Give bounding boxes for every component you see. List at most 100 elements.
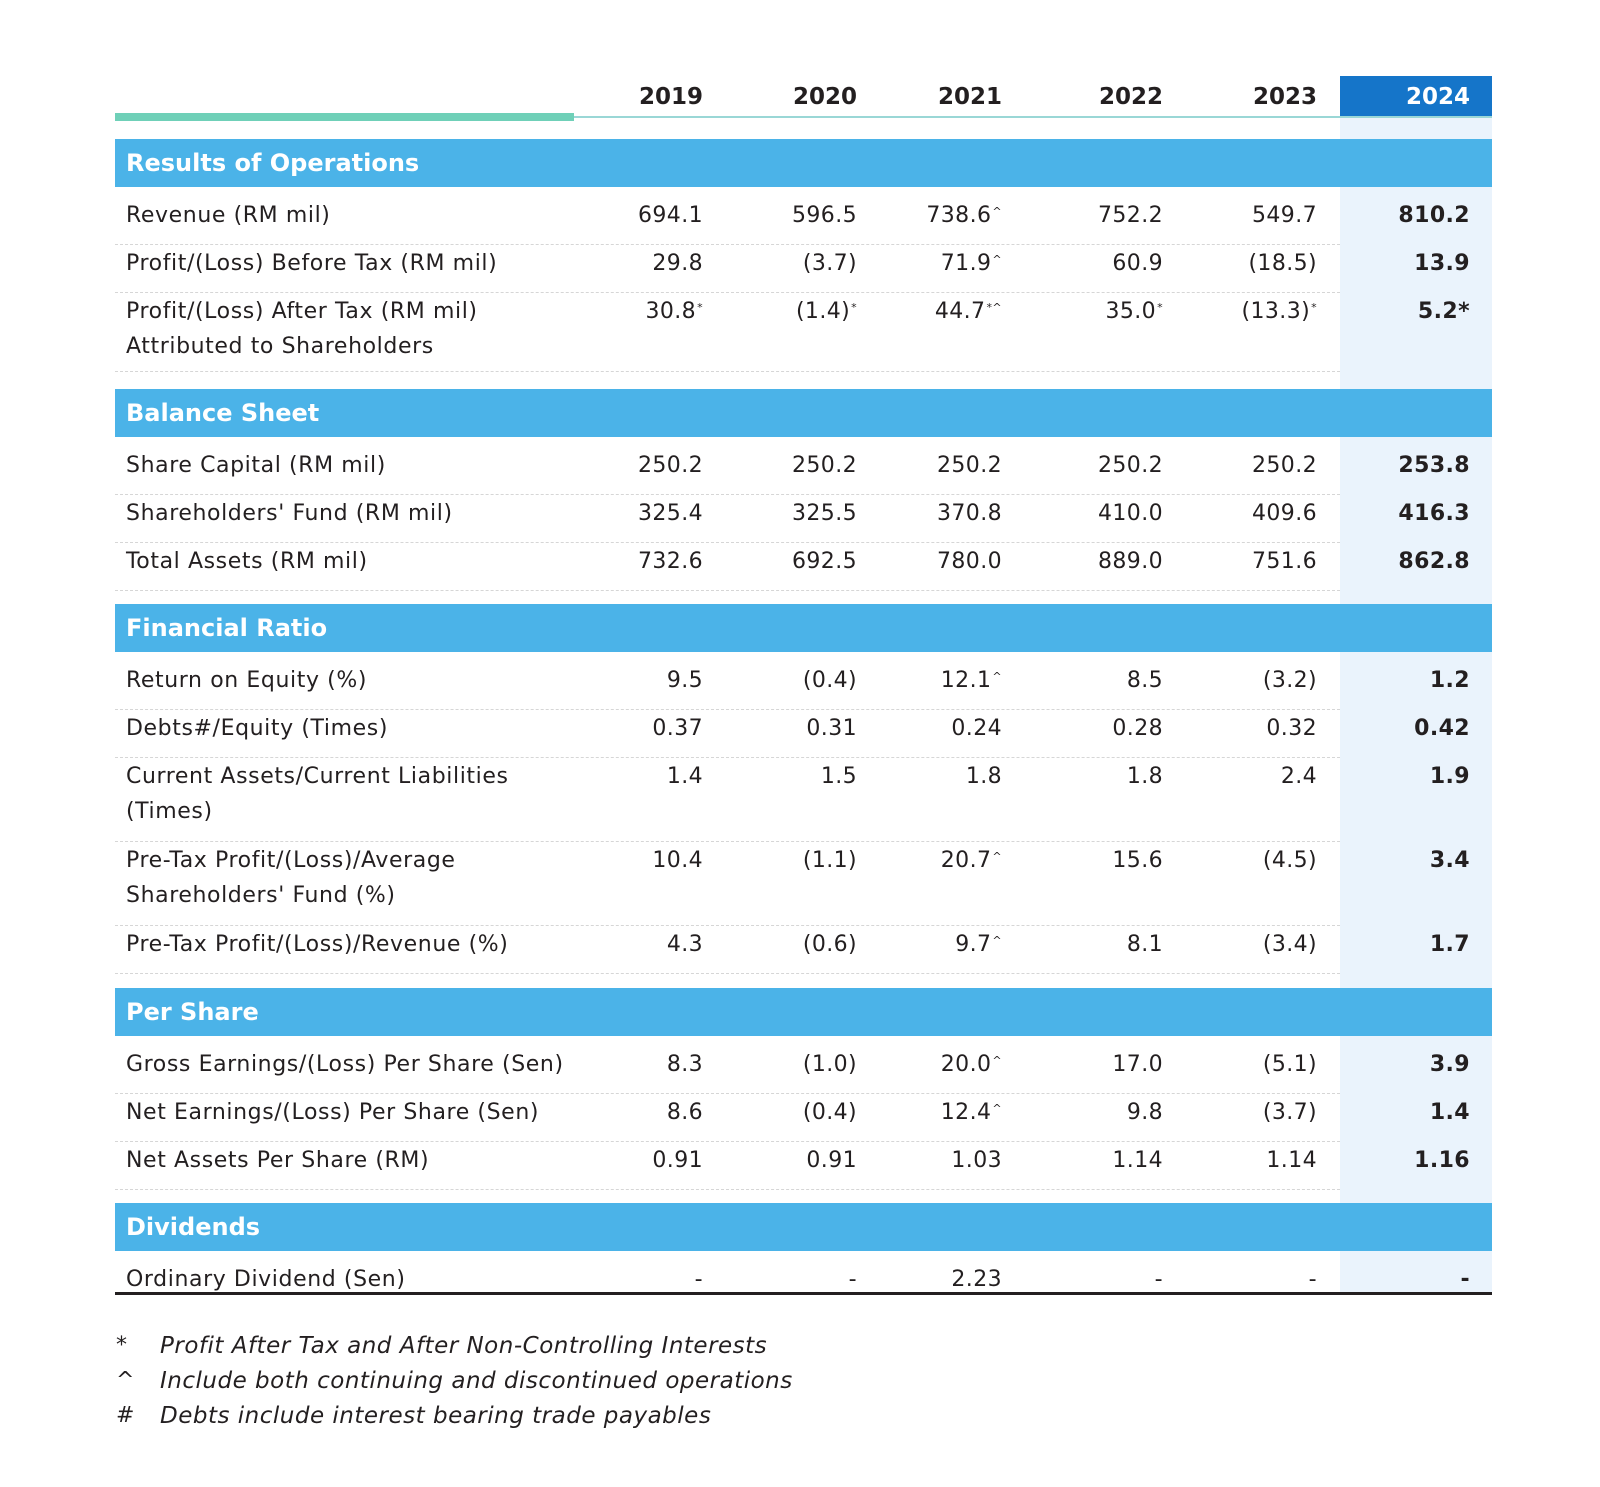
row-divider xyxy=(115,841,1340,842)
cell-number: 1.4 xyxy=(1429,1100,1470,1125)
footnote-symbol: * xyxy=(116,1333,127,1358)
cell-number: (1.0) xyxy=(802,1052,857,1077)
cell-number: 9.7 xyxy=(955,932,992,957)
cell-number: (13.3) xyxy=(1241,299,1311,324)
cell-number: 1.14 xyxy=(1112,1148,1163,1173)
cell-number: 596.5 xyxy=(792,203,857,228)
cell-number: 1.7 xyxy=(1429,932,1470,957)
row-divider xyxy=(115,244,1340,245)
cell-value: 1.03 xyxy=(872,1143,1002,1178)
cell-value: 20.0^ xyxy=(872,1047,1002,1082)
cell-number: 8.5 xyxy=(1126,668,1163,693)
cell-number: 1.16 xyxy=(1414,1148,1470,1173)
cell-value: 409.6 xyxy=(1187,496,1317,531)
cell-number: 692.5 xyxy=(792,549,857,574)
cell-number: (1.4) xyxy=(795,299,851,324)
cell-value: (0.4) xyxy=(727,1095,857,1130)
cell-value: 1.5 xyxy=(727,759,857,794)
table-bottom-rule xyxy=(115,1292,1492,1295)
cell-value: 1.7 xyxy=(1340,927,1470,962)
row-divider xyxy=(115,292,1340,293)
cell-number: 732.6 xyxy=(638,549,703,574)
row-label: Revenue (RM mil) xyxy=(126,203,331,228)
cell-number: - xyxy=(1154,1267,1163,1292)
cell-value: - xyxy=(1187,1262,1317,1297)
cell-number: 752.2 xyxy=(1098,203,1163,228)
cell-number: 409.6 xyxy=(1252,501,1317,526)
cell-value: 596.5 xyxy=(727,198,857,233)
footnote-symbol: # xyxy=(116,1403,135,1428)
cell-value: - xyxy=(1033,1262,1163,1297)
cell-value: 732.6 xyxy=(573,544,703,579)
cell-number: 0.31 xyxy=(806,716,857,741)
cell-number: 13.9 xyxy=(1414,251,1470,276)
cell-number: 12.1 xyxy=(940,668,992,693)
cell-value: 0.42 xyxy=(1340,711,1470,746)
cell-value: 0.24 xyxy=(872,711,1002,746)
cell-value: 1.8 xyxy=(1033,759,1163,794)
cell-value: 751.6 xyxy=(1187,544,1317,579)
year-header-2024: 2024 xyxy=(1405,84,1470,110)
cell-value: 10.4 xyxy=(573,843,703,878)
cell-number: 862.8 xyxy=(1398,549,1470,574)
cell-value: 410.0 xyxy=(1033,496,1163,531)
row-label: Net Earnings/(Loss) Per Share (Sen) xyxy=(126,1100,540,1125)
cell-value: 3.9 xyxy=(1340,1047,1470,1082)
cell-number: (3.4) xyxy=(1262,932,1317,957)
cell-number: 20.0 xyxy=(940,1052,992,1077)
cell-number: 0.37 xyxy=(652,716,703,741)
cell-value: 692.5 xyxy=(727,544,857,579)
section-title: Financial Ratio xyxy=(126,614,328,642)
cell-value: 752.2 xyxy=(1033,198,1163,233)
cell-value: (1.4)* xyxy=(727,294,857,329)
row-divider xyxy=(115,1141,1340,1142)
row-label: Share Capital (RM mil) xyxy=(126,453,386,478)
cell-number: (3.7) xyxy=(802,251,857,276)
cell-value: 8.6 xyxy=(573,1095,703,1130)
cell-value: (0.6) xyxy=(727,927,857,962)
cell-value: (4.5) xyxy=(1187,843,1317,878)
section-title: Dividends xyxy=(126,1213,261,1241)
footnote-text: Profit After Tax and After Non-Controlli… xyxy=(160,1333,768,1359)
cell-value: 0.32 xyxy=(1187,711,1317,746)
cell-value: 370.8 xyxy=(872,496,1002,531)
footnote-marker: ^ xyxy=(992,205,1002,218)
footnote-symbol: ^ xyxy=(116,1368,135,1393)
cell-value: 17.0 xyxy=(1033,1047,1163,1082)
cell-value: 0.91 xyxy=(573,1143,703,1178)
cell-number: 4.3 xyxy=(666,932,703,957)
cell-number: 751.6 xyxy=(1252,549,1317,574)
section-title: Per Share xyxy=(126,998,259,1026)
cell-number: 29.8 xyxy=(652,251,703,276)
cell-value: (3.7) xyxy=(1187,1095,1317,1130)
cell-value: 8.3 xyxy=(573,1047,703,1082)
cell-value: 738.6^ xyxy=(872,198,1002,233)
footnote-text: Include both continuing and discontinued… xyxy=(160,1368,793,1394)
cell-number: (3.7) xyxy=(1262,1100,1317,1125)
cell-value: 325.5 xyxy=(727,496,857,531)
header-accent-rule xyxy=(115,113,574,121)
cell-number: - xyxy=(694,1267,703,1292)
cell-value: (13.3)* xyxy=(1187,294,1317,329)
cell-value: 2.4 xyxy=(1187,759,1317,794)
cell-number: 1.8 xyxy=(965,764,1002,789)
cell-number: - xyxy=(848,1267,857,1292)
year-header-2023: 2023 xyxy=(1252,84,1317,110)
cell-number: 1.14 xyxy=(1266,1148,1317,1173)
cell-number: (0.6) xyxy=(802,932,857,957)
cell-value: 1.14 xyxy=(1033,1143,1163,1178)
cell-number: 71.9 xyxy=(940,251,992,276)
cell-number: 0.42 xyxy=(1414,716,1470,741)
cell-value: 0.31 xyxy=(727,711,857,746)
cell-number: 780.0 xyxy=(937,549,1002,574)
cell-value: 250.2 xyxy=(1033,448,1163,483)
cell-value: 862.8 xyxy=(1340,544,1470,579)
cell-value: 29.8 xyxy=(573,246,703,281)
cell-number: 0.91 xyxy=(652,1148,703,1173)
cell-value: 1.2 xyxy=(1340,663,1470,698)
cell-number: 8.3 xyxy=(666,1052,703,1077)
cell-number: 60.9 xyxy=(1112,251,1163,276)
cell-number: 1.5 xyxy=(820,764,857,789)
cell-number: (5.1) xyxy=(1262,1052,1317,1077)
